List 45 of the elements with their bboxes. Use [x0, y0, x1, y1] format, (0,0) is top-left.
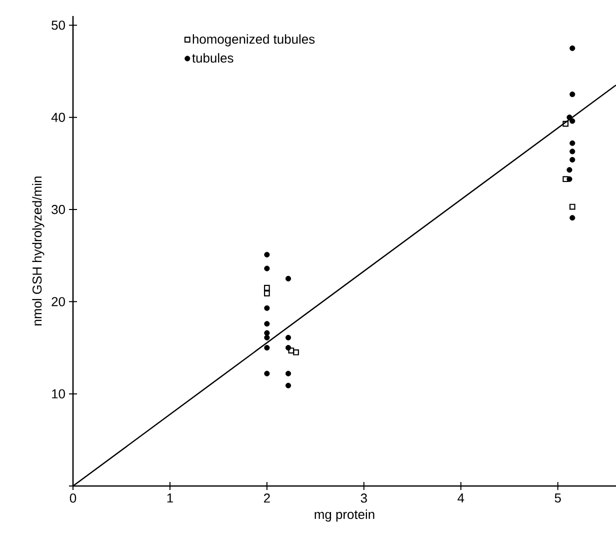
point: [264, 334, 270, 340]
y-tick-label: 40: [51, 112, 65, 122]
legend-label: homogenized tubules: [192, 34, 315, 46]
point: [264, 284, 270, 291]
x-tick-label: 5: [554, 494, 561, 503]
point: [570, 156, 576, 163]
point: [264, 252, 270, 258]
point: [285, 382, 292, 388]
point: [570, 45, 576, 52]
legend-label: tubules: [192, 53, 234, 63]
point: [293, 349, 299, 356]
y-tick-label: 10: [52, 389, 65, 398]
point: [285, 370, 292, 376]
x-tick-label: 4: [458, 494, 464, 502]
point: [264, 290, 270, 296]
x-tick-label: 3: [360, 494, 367, 503]
x-tick-label: 1: [167, 494, 173, 502]
point: [264, 305, 270, 311]
y-axis-title: nmol GSH hydrolyzed/min: [32, 176, 44, 326]
x-tick-label: 2: [264, 494, 270, 503]
point: [566, 167, 572, 173]
point: [264, 344, 270, 351]
point: [285, 344, 292, 351]
point: [566, 114, 572, 120]
x-axis-title: mg protein: [314, 510, 374, 522]
point: [264, 370, 270, 376]
y-tick-label: 20: [52, 297, 65, 306]
point: [570, 215, 576, 221]
point: [570, 140, 576, 146]
point: [288, 348, 294, 354]
y-tick-label: 50: [52, 20, 65, 30]
point: [562, 176, 569, 182]
point: [569, 204, 576, 210]
point: [570, 92, 576, 98]
point: [566, 176, 572, 182]
point: [264, 330, 270, 336]
point: [562, 120, 569, 127]
point: [264, 321, 270, 327]
y-tick-label: 30: [52, 204, 65, 214]
point: [285, 334, 292, 340]
point: [285, 276, 292, 282]
point: [570, 118, 576, 124]
point: [264, 266, 270, 272]
x-tick-label: 0: [70, 494, 76, 503]
point: [570, 148, 576, 154]
